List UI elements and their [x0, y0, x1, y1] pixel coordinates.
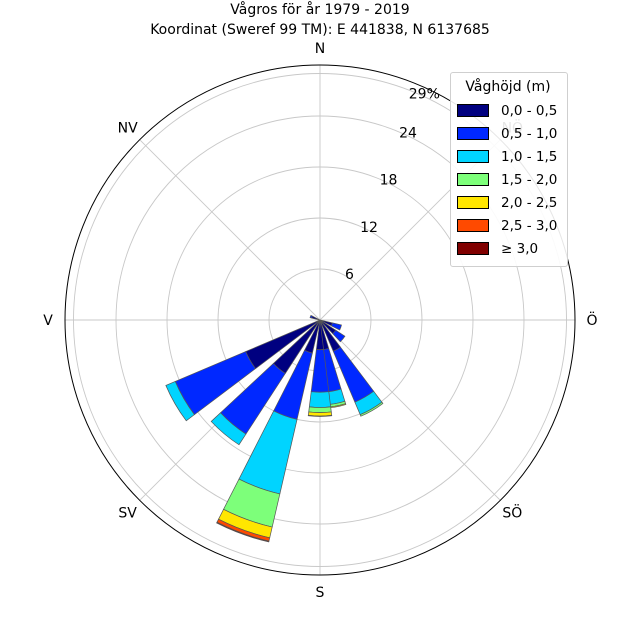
- legend-swatch-0: [457, 104, 489, 117]
- legend: Våghöjd (m) 0,0 - 0,5 0,5 - 1,0 1,0 - 1,5 1…: [450, 72, 568, 267]
- chart-title: Vågros för år 1979 - 2019: [230, 1, 409, 18]
- radial-tick-label-2: 18: [380, 173, 398, 189]
- grid-spoke-135: [319, 319, 501, 501]
- bar-segment-4-5: [307, 414, 333, 417]
- legend-item-0: 0,0 - 0,5: [457, 99, 559, 122]
- legend-item-3: 1,5 - 2,0: [457, 168, 559, 191]
- bar-segment-0-1: [330, 322, 342, 331]
- legend-title: Våghöjd (m): [465, 79, 551, 95]
- direction-label-3: SV: [118, 505, 137, 521]
- bar-segment-7-2: [165, 380, 195, 422]
- legend-label-2: 1,0 - 1,5: [501, 148, 558, 165]
- legend-swatch-6: [457, 242, 489, 255]
- radial-tick-label-4: 29%: [409, 86, 440, 102]
- bars-layer: [165, 314, 384, 543]
- legend-label-4: 2,0 - 2,5: [501, 194, 558, 211]
- radial-tick-labels: 6 12 18 24 29%: [345, 86, 440, 283]
- bar-segment-6-2: [210, 412, 247, 446]
- radial-tick-label-1: 12: [360, 220, 378, 236]
- direction-label-4: S: [316, 585, 325, 601]
- legend-item-4: 2,0 - 2,5: [457, 191, 559, 214]
- polar-grid: [64, 64, 576, 576]
- legend-label-6: ≥ 3,0: [501, 240, 539, 257]
- direction-label-0: N: [315, 41, 325, 57]
- legend-swatch-4: [457, 196, 489, 209]
- legend-item-6: ≥ 3,0: [457, 237, 559, 260]
- legend-label-0: 0,0 - 0,5: [501, 102, 558, 119]
- radial-tick-label-0: 6: [345, 267, 354, 283]
- legend-label-5: 2,5 - 3,0: [501, 217, 558, 234]
- legend-item-1: 0,5 - 1,0: [457, 122, 559, 145]
- legend-item-2: 1,0 - 1,5: [457, 145, 559, 168]
- direction-label-1: NV: [118, 121, 138, 137]
- legend-swatch-3: [457, 173, 489, 186]
- radial-tick-label-3: 24: [399, 126, 417, 142]
- bar-segment-5-6: [216, 521, 270, 543]
- grid-spoke-315: [139, 139, 321, 321]
- bar-segment-8-1: [309, 314, 313, 319]
- polar-frame: [64, 64, 576, 576]
- legend-swatch-2: [457, 150, 489, 163]
- bar-segment-4-2: [308, 391, 332, 408]
- bar-segment-1-1: [332, 329, 346, 343]
- legend-item-5: 2,5 - 3,0: [457, 214, 559, 237]
- direction-label-5: SÖ: [502, 503, 522, 521]
- direction-label-6: Ö: [586, 311, 597, 329]
- legend-swatch-5: [457, 219, 489, 232]
- bar-segment-8-0: [311, 315, 321, 321]
- legend-label-1: 0,5 - 1,0: [501, 125, 558, 142]
- chart-subtitle: Koordinat (Sweref 99 TM): E 441838, N 61…: [150, 22, 490, 38]
- bar-segment-4-3: [308, 406, 332, 413]
- bar-segment-2-3: [359, 401, 384, 417]
- legend-swatch-1: [457, 127, 489, 140]
- direction-label-2: V: [43, 313, 53, 329]
- legend-label-3: 1,5 - 2,0: [501, 171, 558, 188]
